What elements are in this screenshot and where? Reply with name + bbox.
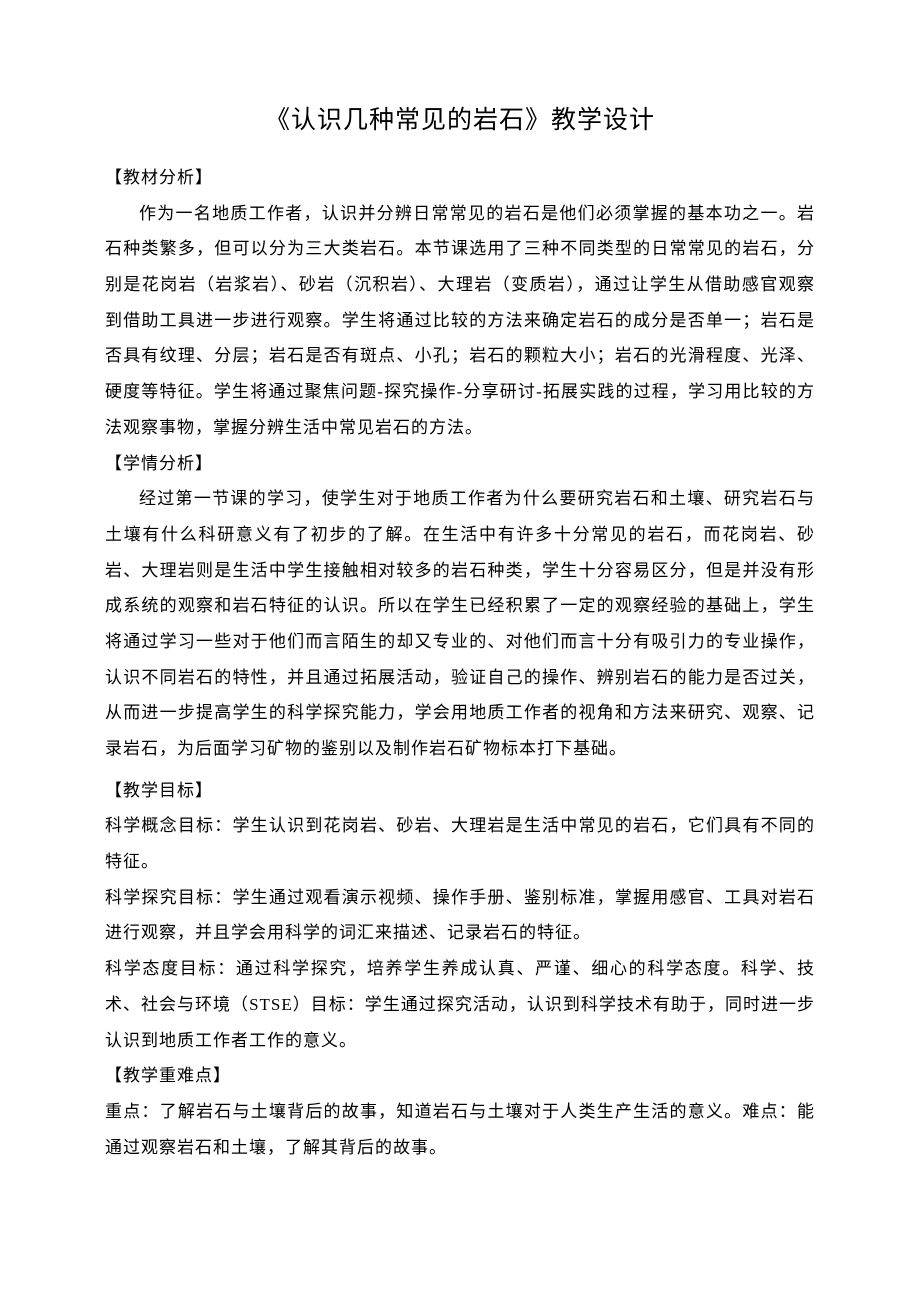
section-heading-goals: 【教学目标】: [105, 773, 815, 809]
document-page: 《认识几种常见的岩石》教学设计 【教材分析】 作为一名地质工作者，认识并分辨日常…: [0, 0, 920, 1245]
section-heading-keypoints: 【教学重难点】: [105, 1058, 815, 1094]
keypoints-body: 重点：了解岩石与土壤背后的故事，知道岩石与土壤对于人类生产生活的意义。难点：能通…: [105, 1094, 815, 1165]
goal-concept: 科学概念目标：学生认识到花岗岩、砂岩、大理岩是生活中常见的岩石，它们具有不同的特…: [105, 808, 815, 879]
goal-inquiry: 科学探究目标：学生通过观看演示视频、操作手册、鉴别标准，掌握用感官、工具对岩石进…: [105, 880, 815, 951]
section-heading-learners: 【学情分析】: [105, 446, 815, 482]
section-body-materials: 作为一名地质工作者，认识并分辨日常常见的岩石是他们必须掌握的基本功之一。岩石种类…: [105, 196, 815, 446]
section-body-learners: 经过第一节课的学习，使学生对于地质工作者为什么要研究岩石和土壤、研究岩石与土壤有…: [105, 481, 815, 767]
goal-attitude: 科学态度目标：通过科学探究，培养学生养成认真、严谨、细心的科学态度。科学、技术、…: [105, 951, 815, 1058]
section-heading-materials: 【教材分析】: [105, 160, 815, 196]
page-title: 《认识几种常见的岩石》教学设计: [105, 100, 815, 136]
